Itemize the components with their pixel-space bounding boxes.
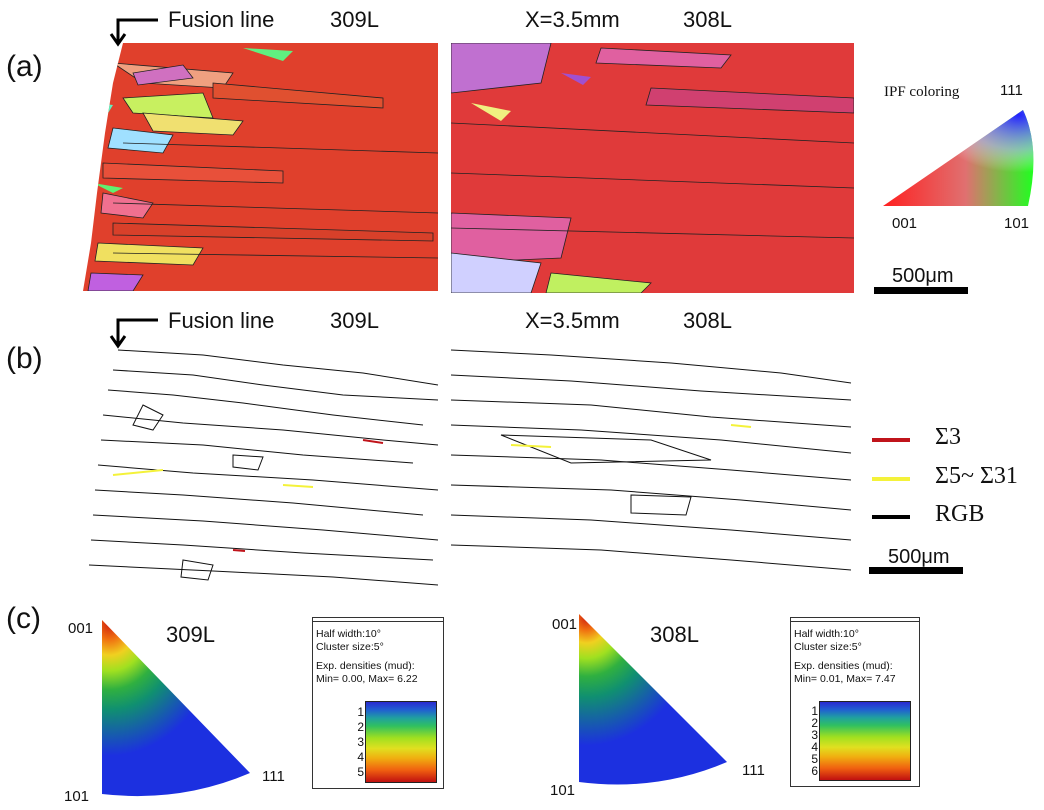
pf-308l-colorbar: 1 2 3 4 5 6	[811, 701, 911, 781]
legend-sigma5-31-swatch	[872, 477, 910, 481]
pf-309l-tick-4: 4	[357, 750, 364, 764]
pf-309l-exp-densities: Exp. densities (mud):	[316, 660, 415, 672]
pf-309l-tick-2: 2	[357, 720, 364, 734]
fusion-line-label-b: Fusion line	[168, 308, 275, 333]
scale-label-b: 500μm	[888, 546, 950, 568]
pf-309l-half-width: Half width:10°	[316, 628, 381, 640]
pf-308l-tick-2: 2	[811, 716, 818, 730]
ipf-map-308l	[451, 43, 854, 293]
grain-boundary-map-308l	[451, 349, 852, 571]
pf-309l-info-box: Half width:10° Cluster size:5° Exp. dens…	[312, 617, 444, 789]
pf-308l-corner-001: 001	[552, 616, 578, 633]
scale-bar-a	[874, 287, 968, 294]
legend-sigma3-label: Σ3	[935, 424, 961, 450]
pf-308l-tick-4: 4	[811, 740, 818, 754]
pf-309l-tick-5: 5	[357, 765, 364, 779]
legend-rgb-swatch	[872, 515, 910, 519]
pf-308l-cluster-size: Cluster size:5°	[794, 641, 862, 653]
ipf-color-key	[883, 110, 1034, 206]
fusion-line-label-a: Fusion line	[168, 7, 275, 32]
pf-309l-corner-111: 111	[262, 768, 285, 785]
scale-bar-b	[869, 567, 963, 574]
pf-309l-tick-3: 3	[357, 735, 364, 749]
ipf-corner-111: 111	[1000, 82, 1023, 99]
pf-309l-corner-101: 101	[64, 788, 90, 805]
pf-309l-corner-001: 001	[68, 620, 94, 637]
pf-308l-info-box: Half width:10° Cluster size:5° Exp. dens…	[790, 617, 920, 787]
pf-309l-colorbar: 1 2 3 4 5	[357, 701, 437, 783]
pf-308l-half-width: Half width:10°	[794, 628, 859, 640]
ipf-corner-001: 001	[892, 215, 918, 232]
pf-308l-tick-3: 3	[811, 728, 818, 742]
material-308l-b: 308L	[683, 308, 732, 333]
legend-sigma3-swatch	[872, 438, 910, 442]
pf-308l-corner-101: 101	[550, 782, 576, 799]
pf-309l-cluster-size: Cluster size:5°	[316, 641, 384, 653]
pf-308l-corner-111: 111	[742, 762, 765, 779]
material-308l-a: 308L	[683, 7, 732, 32]
ipf-map-309l	[83, 43, 438, 291]
inverse-pole-figure-309l	[102, 620, 250, 797]
panel-b-label: (b)	[6, 342, 43, 375]
ipf-coloring-title: IPF coloring	[884, 84, 960, 100]
material-309l-b: 309L	[330, 308, 379, 333]
pf-309l-tick-1: 1	[357, 705, 364, 719]
material-309l-a: 309L	[330, 7, 379, 32]
pf-308l-tick-5: 5	[811, 752, 818, 766]
panel-a-label: (a)	[6, 50, 43, 83]
legend-rgb-label: RGB	[935, 501, 985, 527]
position-label-a: X=3.5mm	[525, 7, 620, 32]
pf-309l-title: 309L	[166, 622, 215, 647]
pf-308l-tick-6: 6	[811, 764, 818, 778]
ipf-corner-101: 101	[1004, 215, 1030, 232]
pf-309l-min-max: Min= 0.00, Max= 6.22	[316, 673, 418, 685]
pf-308l-min-max: Min= 0.01, Max= 7.47	[794, 673, 896, 685]
position-label-b: X=3.5mm	[525, 308, 620, 333]
legend-sigma5-31-label: Σ5~ Σ31	[935, 463, 1018, 489]
pf-308l-exp-densities: Exp. densities (mud):	[794, 660, 893, 672]
pf-308l-tick-1: 1	[811, 704, 818, 718]
fusion-line-arrow-b	[109, 318, 158, 349]
grain-boundary-map-309l	[88, 349, 439, 586]
fusion-line-arrow-a	[109, 18, 158, 47]
panel-c-label: (c)	[6, 602, 41, 635]
inverse-pole-figure-308l	[579, 614, 727, 785]
scale-label-a: 500μm	[892, 265, 954, 287]
pf-308l-title: 308L	[650, 622, 699, 647]
